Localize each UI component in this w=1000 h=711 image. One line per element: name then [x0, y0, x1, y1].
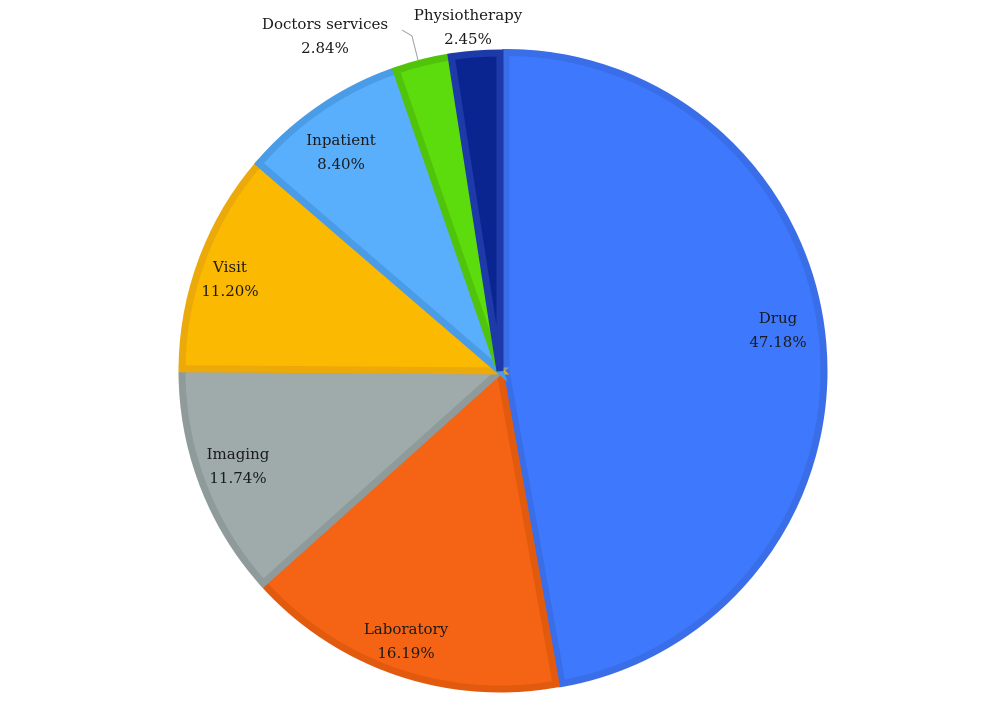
slice-label-drug: Drug 47.18%: [749, 309, 806, 351]
slice-value-doctors-services: 2.84%: [301, 39, 349, 57]
slice-value-laboratory: 16.19%: [377, 644, 434, 662]
pie-slice-physiotherapy: [447, 49, 504, 372]
slice-category-drug: Drug: [759, 309, 798, 327]
pie-slice-drug: [502, 48, 828, 688]
slice-value-imaging: 11.74%: [209, 469, 266, 487]
slice-value-visit: 11.20%: [201, 282, 258, 300]
slice-label-doctors-services: Doctors services 2.84%: [262, 15, 388, 57]
slice-value-physiotherapy: 2.45%: [444, 30, 492, 48]
pie-slice-visit: [178, 158, 510, 375]
slice-value-inpatient: 8.40%: [317, 155, 365, 173]
slice-label-physiotherapy: Physiotherapy 2.45%: [414, 6, 523, 48]
slice-category-imaging: Imaging: [207, 445, 270, 463]
pie-slice-inpatient: [254, 65, 508, 383]
slice-value-drug: 47.18%: [749, 333, 806, 351]
slice-category-laboratory: Laboratory: [364, 620, 449, 638]
slice-category-inpatient: Inpatient: [306, 131, 376, 149]
slice-category-physiotherapy: Physiotherapy: [414, 6, 523, 24]
labels-layer: Drug 47.18% Laboratory 16.19% Imaging 11.74% V…: [201, 6, 806, 662]
slice-label-laboratory: Laboratory 16.19%: [364, 620, 449, 662]
slice-category-doctors-services: Doctors services: [262, 15, 388, 33]
leader-line-doctors-services: [401, 29, 419, 61]
slice-label-visit: Visit 11.20%: [201, 258, 258, 300]
slice-label-imaging: Imaging 11.74%: [207, 445, 270, 487]
leader-lines-layer: [401, 29, 419, 61]
slice-category-visit: Visit: [212, 258, 247, 276]
slices-layer: [178, 48, 828, 693]
slice-label-inpatient: Inpatient 8.40%: [306, 131, 376, 173]
pie-slice-imaging: [178, 365, 510, 589]
pie-slice-laboratory: [258, 364, 561, 693]
